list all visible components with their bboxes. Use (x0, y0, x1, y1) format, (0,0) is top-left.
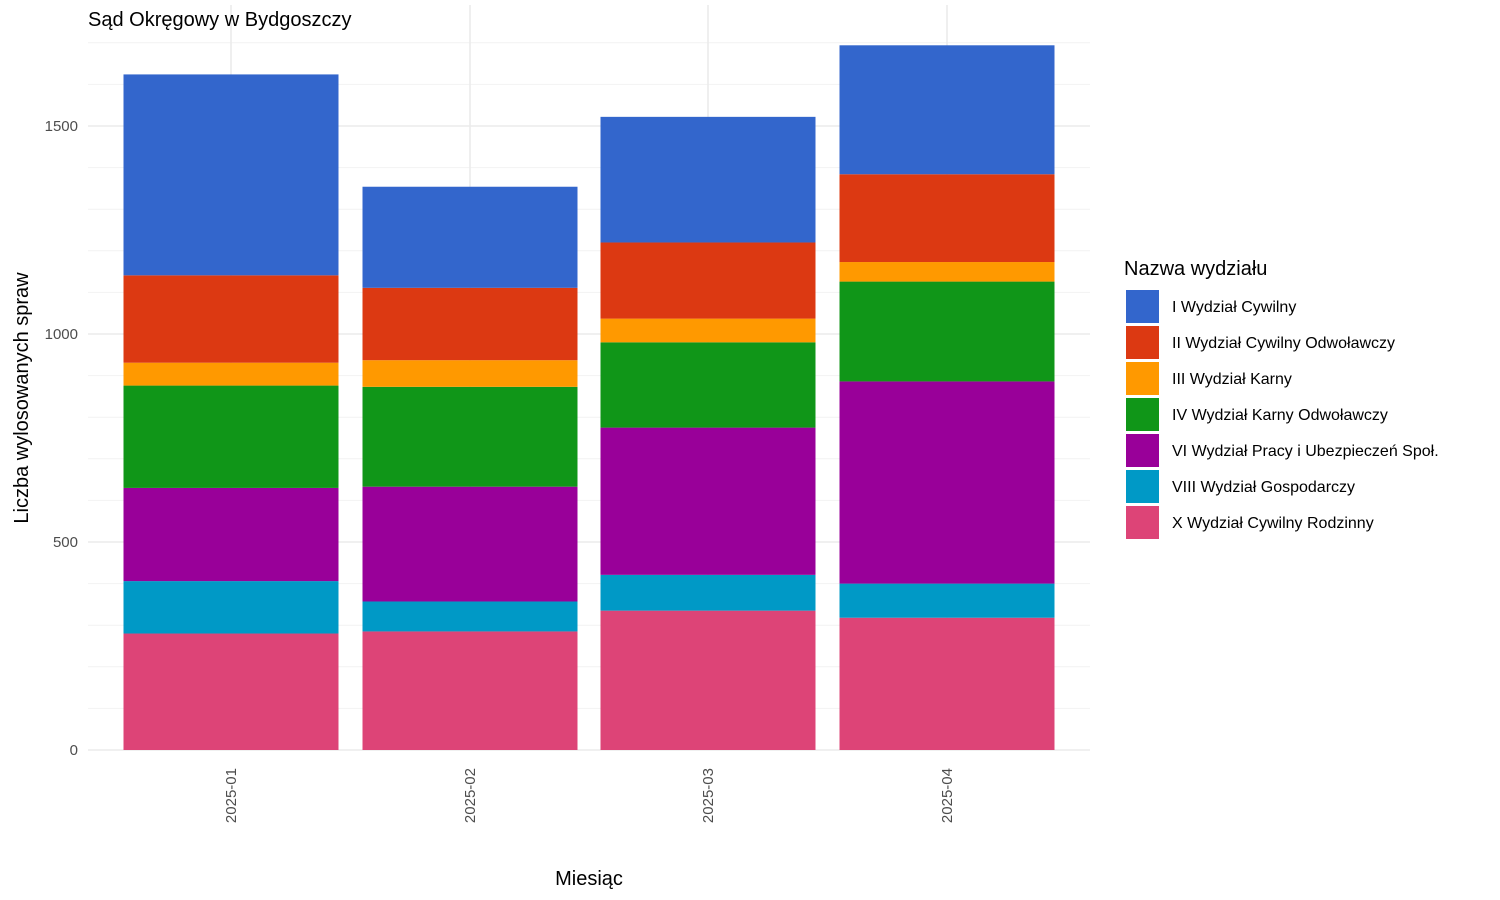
bar-segment (600, 318, 816, 343)
y-axis-title: Liczba wylosowanych spraw (11, 272, 33, 524)
bar-segment (123, 385, 339, 488)
bar-segment (362, 287, 578, 361)
legend-item: II Wydział Cywilny Odwoławczy (1126, 326, 1395, 359)
legend-swatch (1126, 470, 1159, 503)
bar-segment (362, 360, 578, 387)
bar-segment (600, 427, 816, 575)
bar-segment (839, 174, 1055, 263)
bar-segment (362, 386, 578, 487)
bar-segment (839, 262, 1055, 282)
x-tick-label: 2025-01 (223, 768, 240, 823)
legend-item: III Wydział Karny (1126, 362, 1292, 395)
legend-label: VI Wydział Pracy i Ubezpieczeń Społ. (1172, 443, 1439, 460)
bar-segment (839, 45, 1055, 175)
bar-segment (362, 186, 578, 288)
bar-segment (839, 281, 1055, 382)
y-tick-label: 500 (53, 534, 78, 551)
legend-swatch (1126, 362, 1159, 395)
x-tick-label: 2025-04 (939, 768, 956, 823)
legend-swatch (1126, 506, 1159, 539)
chart-title: Sąd Okręgowy w Bydgoszczy (88, 9, 351, 31)
bar-segment (123, 487, 339, 582)
bar-segment (362, 631, 578, 750)
bar-segment (600, 242, 816, 319)
legend-swatch (1126, 398, 1159, 431)
legend-title: Nazwa wydziału (1124, 258, 1267, 280)
legend-label: I Wydział Cywilny (1172, 299, 1296, 316)
bar-segment (362, 601, 578, 632)
bar-segment (600, 116, 816, 243)
bar-segment (839, 583, 1055, 618)
legend-label: IV Wydział Karny Odwoławczy (1172, 407, 1388, 424)
axis-layer: 0 500 1000 1500 2025-01 2025-02 2025-03 2025-04 (45, 118, 956, 823)
legend-item: IV Wydział Karny Odwoławczy (1126, 398, 1388, 431)
bar-segment (123, 633, 339, 750)
bars-layer (123, 45, 1055, 750)
legend-item: VIII Wydział Gospodarczy (1126, 470, 1355, 503)
x-tick-label: 2025-02 (462, 768, 479, 823)
legend-swatch (1126, 290, 1159, 323)
bar-segment (123, 275, 339, 363)
y-tick-label: 1000 (45, 326, 78, 343)
bar-segment (600, 610, 816, 750)
bar-segment (600, 574, 816, 611)
x-tick-label: 2025-03 (700, 768, 717, 823)
legend-label: III Wydział Karny (1172, 371, 1292, 388)
y-tick-label: 0 (70, 742, 78, 759)
bar-segment (600, 342, 816, 428)
bar-segment (839, 617, 1055, 750)
legend-swatch (1126, 326, 1159, 359)
bar-segment (123, 581, 339, 634)
bar-segment (362, 486, 578, 602)
legend-items: I Wydział Cywilny II Wydział Cywilny Odwo… (1126, 290, 1439, 539)
x-axis-title: Miesiąc (555, 868, 623, 890)
y-tick-label: 1500 (45, 118, 78, 135)
legend-label: II Wydział Cywilny Odwoławczy (1172, 335, 1395, 352)
legend-item: I Wydział Cywilny (1126, 290, 1296, 323)
bar-segment (123, 74, 339, 276)
legend-label: X Wydział Cywilny Rodzinny (1172, 515, 1374, 532)
legend-item: X Wydział Cywilny Rodzinny (1126, 506, 1374, 539)
bar-segment (839, 381, 1055, 584)
legend-swatch (1126, 434, 1159, 467)
legend-label: VIII Wydział Gospodarczy (1172, 479, 1355, 496)
legend-item: VI Wydział Pracy i Ubezpieczeń Społ. (1126, 434, 1439, 467)
bar-segment (123, 362, 339, 386)
legend: Nazwa wydziału I Wydział Cywilny II Wydzi… (1124, 258, 1439, 539)
